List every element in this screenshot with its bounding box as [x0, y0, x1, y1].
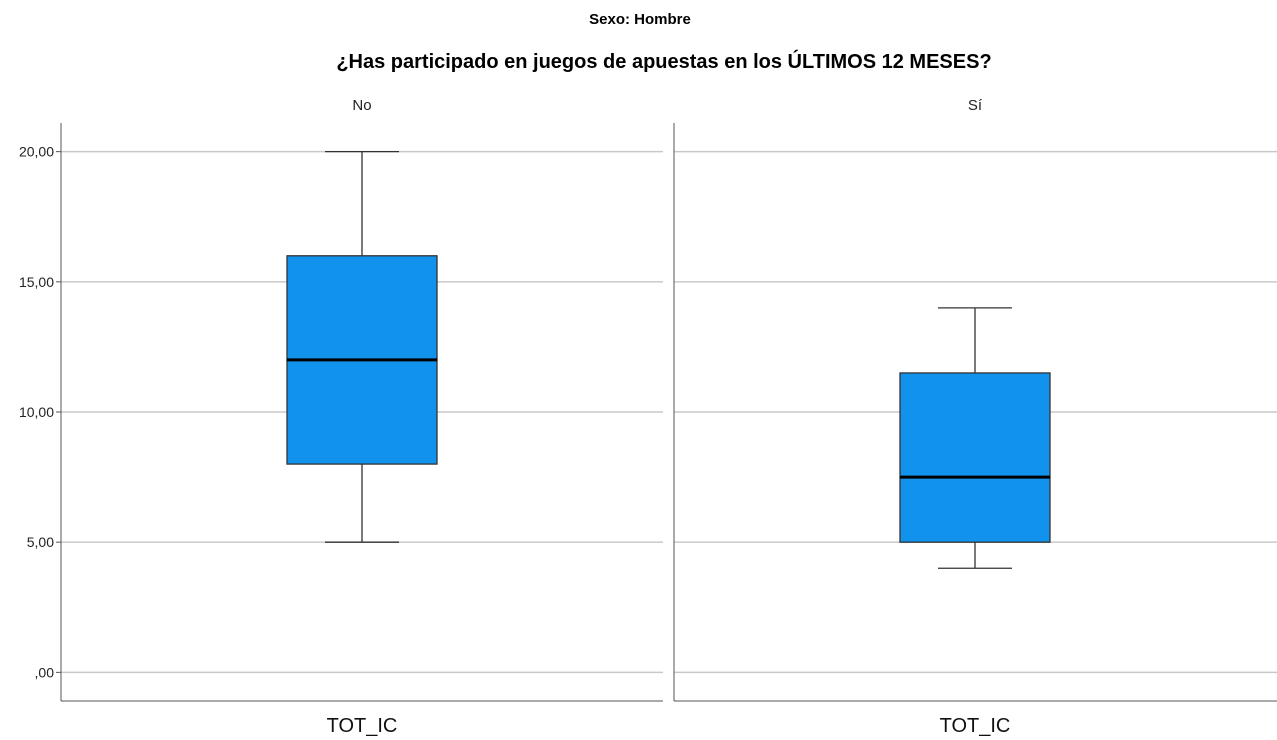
panel-label-no: No: [352, 97, 371, 114]
y-tick-label-3: 15,00: [19, 274, 54, 290]
panel-0: [60, 123, 663, 702]
y-tick-label-2: 10,00: [19, 404, 54, 420]
x-category-label-no: TOT_IC: [327, 715, 398, 737]
x-category-label-si: TOT_IC: [940, 715, 1011, 737]
y-axis-ticks: ,00 5,00 10,00 15,00 20,00: [19, 144, 61, 680]
y-tick-label-4: 20,00: [19, 144, 54, 160]
chart-title: ¿Has participado en juegos de apuestas e…: [336, 49, 991, 73]
panel-1: [673, 123, 1277, 702]
chart-supertitle: Sexo: Hombre: [589, 11, 691, 28]
panel-label-si: Sí: [968, 97, 983, 114]
plot-panels: [60, 123, 1277, 702]
y-tick-label-1: 5,00: [27, 534, 54, 550]
y-tick-label-0: ,00: [35, 664, 55, 680]
box-iqr-1: [899, 372, 1051, 543]
